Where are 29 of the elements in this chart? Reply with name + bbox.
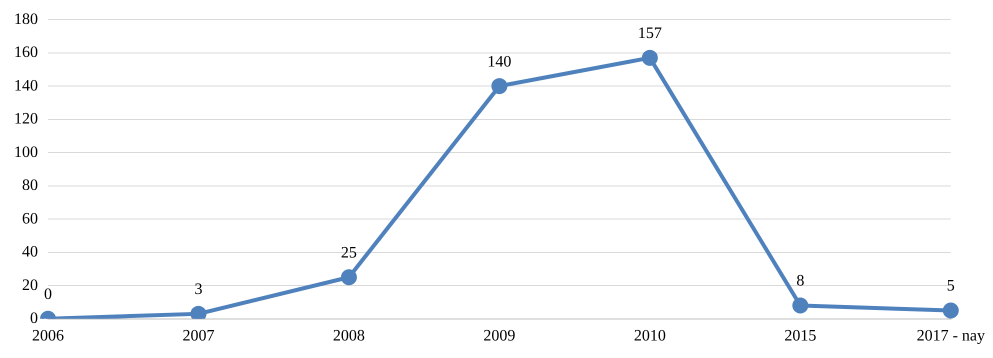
data-label: 157 bbox=[638, 25, 662, 42]
point bbox=[340, 269, 357, 286]
x-tick-label: 2009 bbox=[483, 328, 516, 345]
y-tick-label: 20 bbox=[22, 276, 38, 294]
x-tick-label: 2017 - nay bbox=[916, 328, 986, 345]
y-tick-label: 0 bbox=[30, 310, 38, 328]
data-label: 5 bbox=[946, 278, 955, 295]
point bbox=[792, 298, 808, 314]
x-tick-label: 2007 bbox=[182, 328, 214, 345]
y-tick-label: 40 bbox=[22, 244, 38, 261]
point bbox=[942, 302, 959, 318]
x-tick-label: 2010 bbox=[634, 328, 666, 345]
y-tick-label: 180 bbox=[14, 10, 38, 28]
x-tick-label: 2006 bbox=[32, 328, 64, 345]
data-label: 140 bbox=[487, 53, 512, 70]
data-label: 3 bbox=[194, 281, 202, 298]
data-label: 0 bbox=[44, 286, 52, 304]
y-tick-label: 120 bbox=[14, 110, 38, 128]
point bbox=[491, 78, 508, 94]
data-label: 25 bbox=[340, 244, 357, 262]
x-tick-label: 2008 bbox=[332, 328, 365, 345]
y-tick-label: 160 bbox=[14, 44, 38, 62]
y-tick-label: 80 bbox=[22, 177, 38, 194]
y-tick-label: 60 bbox=[22, 210, 38, 228]
y-tick-label: 100 bbox=[14, 144, 38, 161]
y-tick-label: 140 bbox=[14, 77, 38, 94]
data-label: 8 bbox=[796, 272, 804, 290]
point bbox=[642, 50, 658, 66]
x-tick-label: 2015 bbox=[784, 328, 816, 345]
